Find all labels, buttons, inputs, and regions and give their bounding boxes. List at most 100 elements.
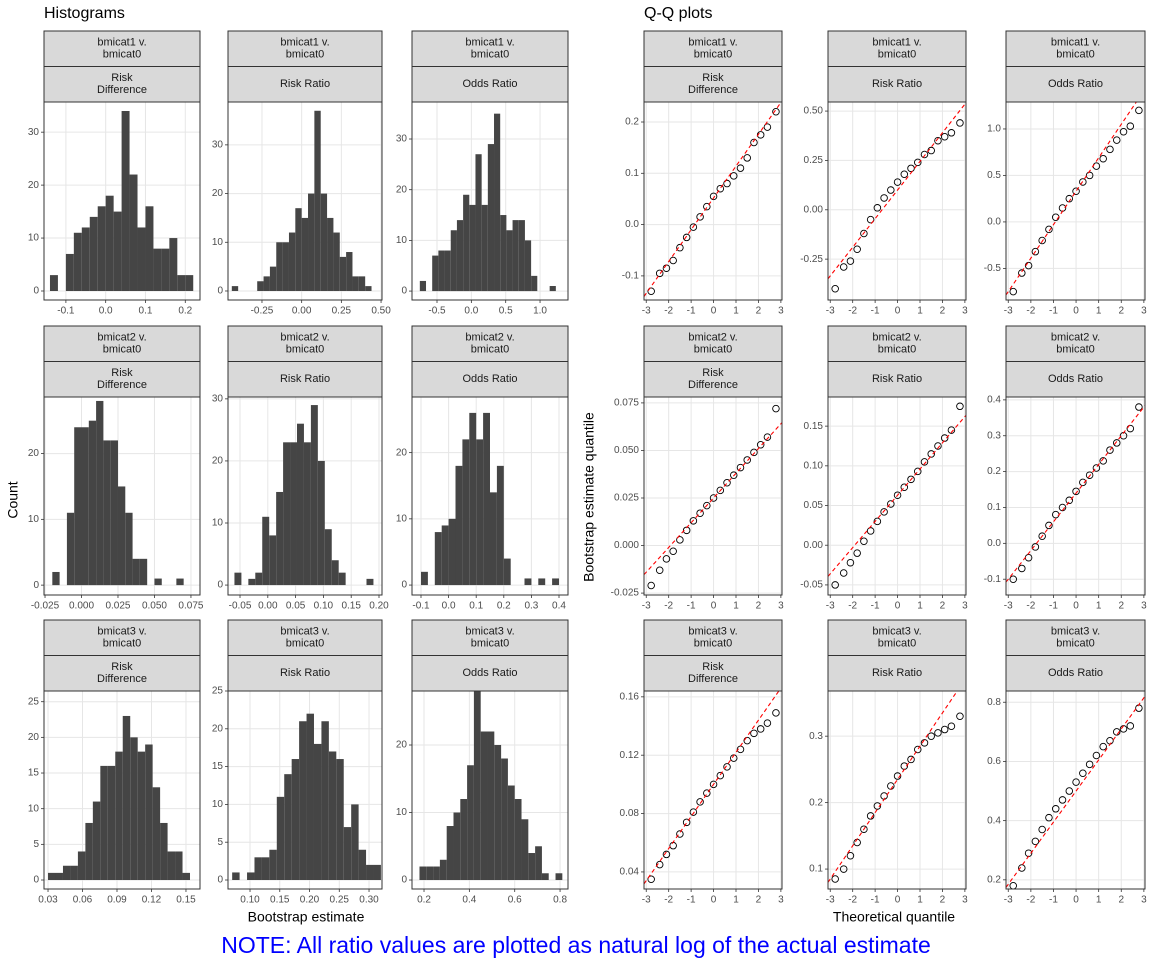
x-tick-label: 0.6	[508, 895, 522, 906]
y-tick-label: 20	[396, 447, 408, 458]
strip	[227, 361, 383, 398]
bar	[81, 227, 90, 291]
x-tick-label: -2	[664, 895, 673, 906]
strip	[1005, 325, 1146, 362]
qq-point	[763, 123, 772, 131]
strip-label: bmicat1 v.	[280, 37, 329, 49]
y-tick-label: 0.1	[987, 502, 1001, 513]
panel-border	[411, 101, 569, 301]
qq-point	[1031, 837, 1040, 846]
x-tick-label: 0.00	[258, 601, 278, 612]
strip-label: bmicat0	[471, 344, 510, 356]
y-tick-label: 30	[28, 127, 40, 138]
reference-line	[644, 102, 782, 297]
bar	[441, 525, 449, 586]
y-tick-label: 15	[28, 768, 40, 779]
x-tick-label: -3	[1004, 306, 1013, 317]
x-tick-label: 2	[1118, 306, 1124, 317]
x-tick-label: -0.025	[31, 601, 60, 612]
x-tick-label: 0.06	[73, 895, 93, 906]
y-tick-label: 10	[396, 235, 408, 246]
qq-point	[723, 179, 731, 188]
x-tick-label: -0.05	[229, 601, 252, 612]
strip-label: Odds Ratio	[1048, 78, 1103, 90]
reference-line	[1006, 102, 1137, 296]
strip-label: bmicat0	[103, 638, 142, 650]
x-tick-label: 1	[733, 895, 739, 906]
qq-point	[763, 719, 772, 727]
bar	[288, 232, 296, 291]
strip	[411, 655, 569, 692]
x-tick-label: 0	[895, 601, 901, 612]
bar	[432, 255, 439, 292]
bar	[73, 232, 82, 291]
strip-label: Risk	[702, 661, 724, 673]
qq-point	[860, 229, 868, 238]
x-tick-label: 0	[895, 895, 901, 906]
qq-point	[1099, 742, 1107, 751]
bar	[310, 405, 318, 586]
x-tick-label: 3	[1141, 895, 1147, 906]
qq-point	[647, 581, 655, 590]
panel	[1006, 397, 1145, 595]
qq-point	[914, 745, 922, 754]
qq-point	[662, 850, 671, 859]
strip	[411, 619, 569, 656]
y-tick-label: 0.2	[625, 117, 639, 128]
qq-point	[689, 808, 698, 816]
bar	[366, 578, 374, 586]
bar	[358, 849, 367, 881]
y-tick-label: 10	[212, 799, 224, 810]
x-tick-label: 0.8	[553, 895, 567, 906]
qq-point	[1065, 787, 1074, 795]
strip-label: bmicat0	[286, 344, 325, 356]
x-tick-label: -2	[848, 895, 857, 906]
x-tick-label: 2	[940, 601, 946, 612]
qq-point	[880, 508, 888, 516]
qq-point	[696, 213, 704, 221]
y-tick-label: 0.4	[987, 815, 1001, 826]
qq-point	[756, 440, 765, 449]
strip	[643, 66, 783, 103]
x-axis-title: Bootstrap estimate	[248, 909, 365, 925]
x-tick-label: 0.2	[178, 306, 192, 317]
qq-point	[772, 107, 780, 116]
panel-border	[1005, 396, 1146, 596]
bar	[115, 751, 123, 881]
qq-point	[772, 404, 780, 413]
bar	[448, 518, 456, 586]
y-tick-label: 0.05	[804, 500, 824, 511]
y-tick-label: -0.1	[984, 574, 1002, 585]
qq-point	[1099, 154, 1107, 163]
y-tick-label: 0.6	[987, 756, 1001, 767]
bar	[231, 286, 239, 291]
strip	[227, 30, 383, 67]
strip	[827, 66, 967, 103]
qq-point	[716, 184, 725, 193]
x-tick-label: 0.00	[292, 306, 312, 317]
bar	[351, 804, 359, 881]
qq-point	[1126, 722, 1135, 730]
bar	[301, 217, 309, 291]
qq-point	[763, 433, 772, 441]
bar	[433, 866, 440, 881]
y-tick-label: 30	[212, 140, 224, 151]
strip-label: bmicat0	[286, 49, 325, 61]
qq-point	[655, 860, 664, 869]
x-tick-label: -0.25	[251, 306, 274, 317]
panel-border	[43, 101, 201, 301]
y-tick-label: 20	[396, 740, 408, 751]
bar	[365, 286, 372, 291]
bar	[176, 578, 184, 586]
x-tick-label: 0.25	[332, 306, 352, 317]
y-tick-label: 0	[401, 580, 407, 591]
strip	[411, 325, 569, 362]
bar	[154, 578, 162, 586]
qq-point	[703, 202, 711, 211]
qq-point	[956, 712, 964, 720]
strip	[227, 619, 383, 656]
strip-label: bmicat3 v.	[465, 626, 514, 638]
bar	[490, 492, 497, 586]
qq-point	[873, 517, 882, 526]
qq-point	[709, 192, 718, 201]
